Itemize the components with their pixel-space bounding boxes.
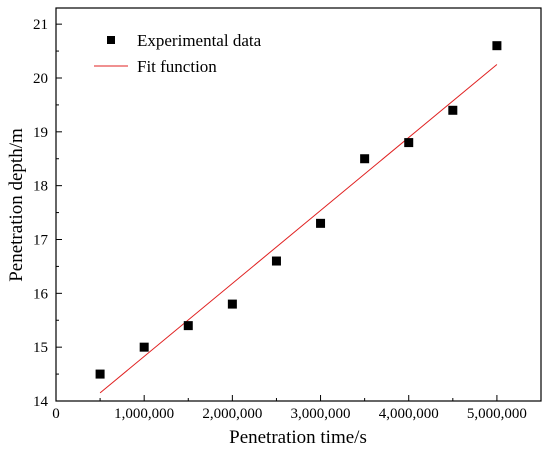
y-tick-label: 18 [33,179,48,195]
y-tick-label: 20 [33,71,48,87]
data-point [316,218,326,228]
data-point [404,138,414,148]
data-point [271,256,281,266]
legend-label-fit-function: Fit function [137,57,217,76]
y-tick-label: 19 [33,125,48,141]
data-point [139,342,149,352]
x-tick-label: 4,000,000 [379,406,439,422]
y-tick-label: 17 [33,232,49,248]
data-point [95,369,105,379]
data-point [492,41,502,51]
y-tick-label: 15 [33,340,48,356]
legend: Experimental data Fit function [94,31,262,76]
x-tick-label: 5,000,000 [467,406,527,422]
data-point [227,299,237,309]
data-point [360,154,370,164]
y-tick-label: 16 [33,286,49,302]
fit-line [99,64,498,394]
y-tick-labels: 14 15 16 17 18 19 20 21 [33,17,49,410]
x-tick-label: 1,000,000 [114,406,174,422]
x-tick-labels: 0 1,000,000 2,000,000 3,000,000 4,000,000 5,0… [52,406,527,422]
plot-frame [55,7,542,402]
x-tick-label: 2,000,000 [202,406,262,422]
x-axis-label: Penetration time/s [229,427,367,448]
y-tick-label: 14 [33,394,49,410]
tick-marks [55,23,498,402]
data-marks [95,41,502,394]
x-tick-label: 3,000,000 [291,406,351,422]
data-point [448,105,458,115]
y-tick-label: 21 [33,17,48,33]
y-axis-label: Penetration depth/m [6,128,27,282]
legend-label-experimental-data: Experimental data [137,31,262,50]
data-point [183,321,193,331]
x-tick-label: 0 [52,406,60,422]
legend-marker-experimental-data [107,36,115,44]
